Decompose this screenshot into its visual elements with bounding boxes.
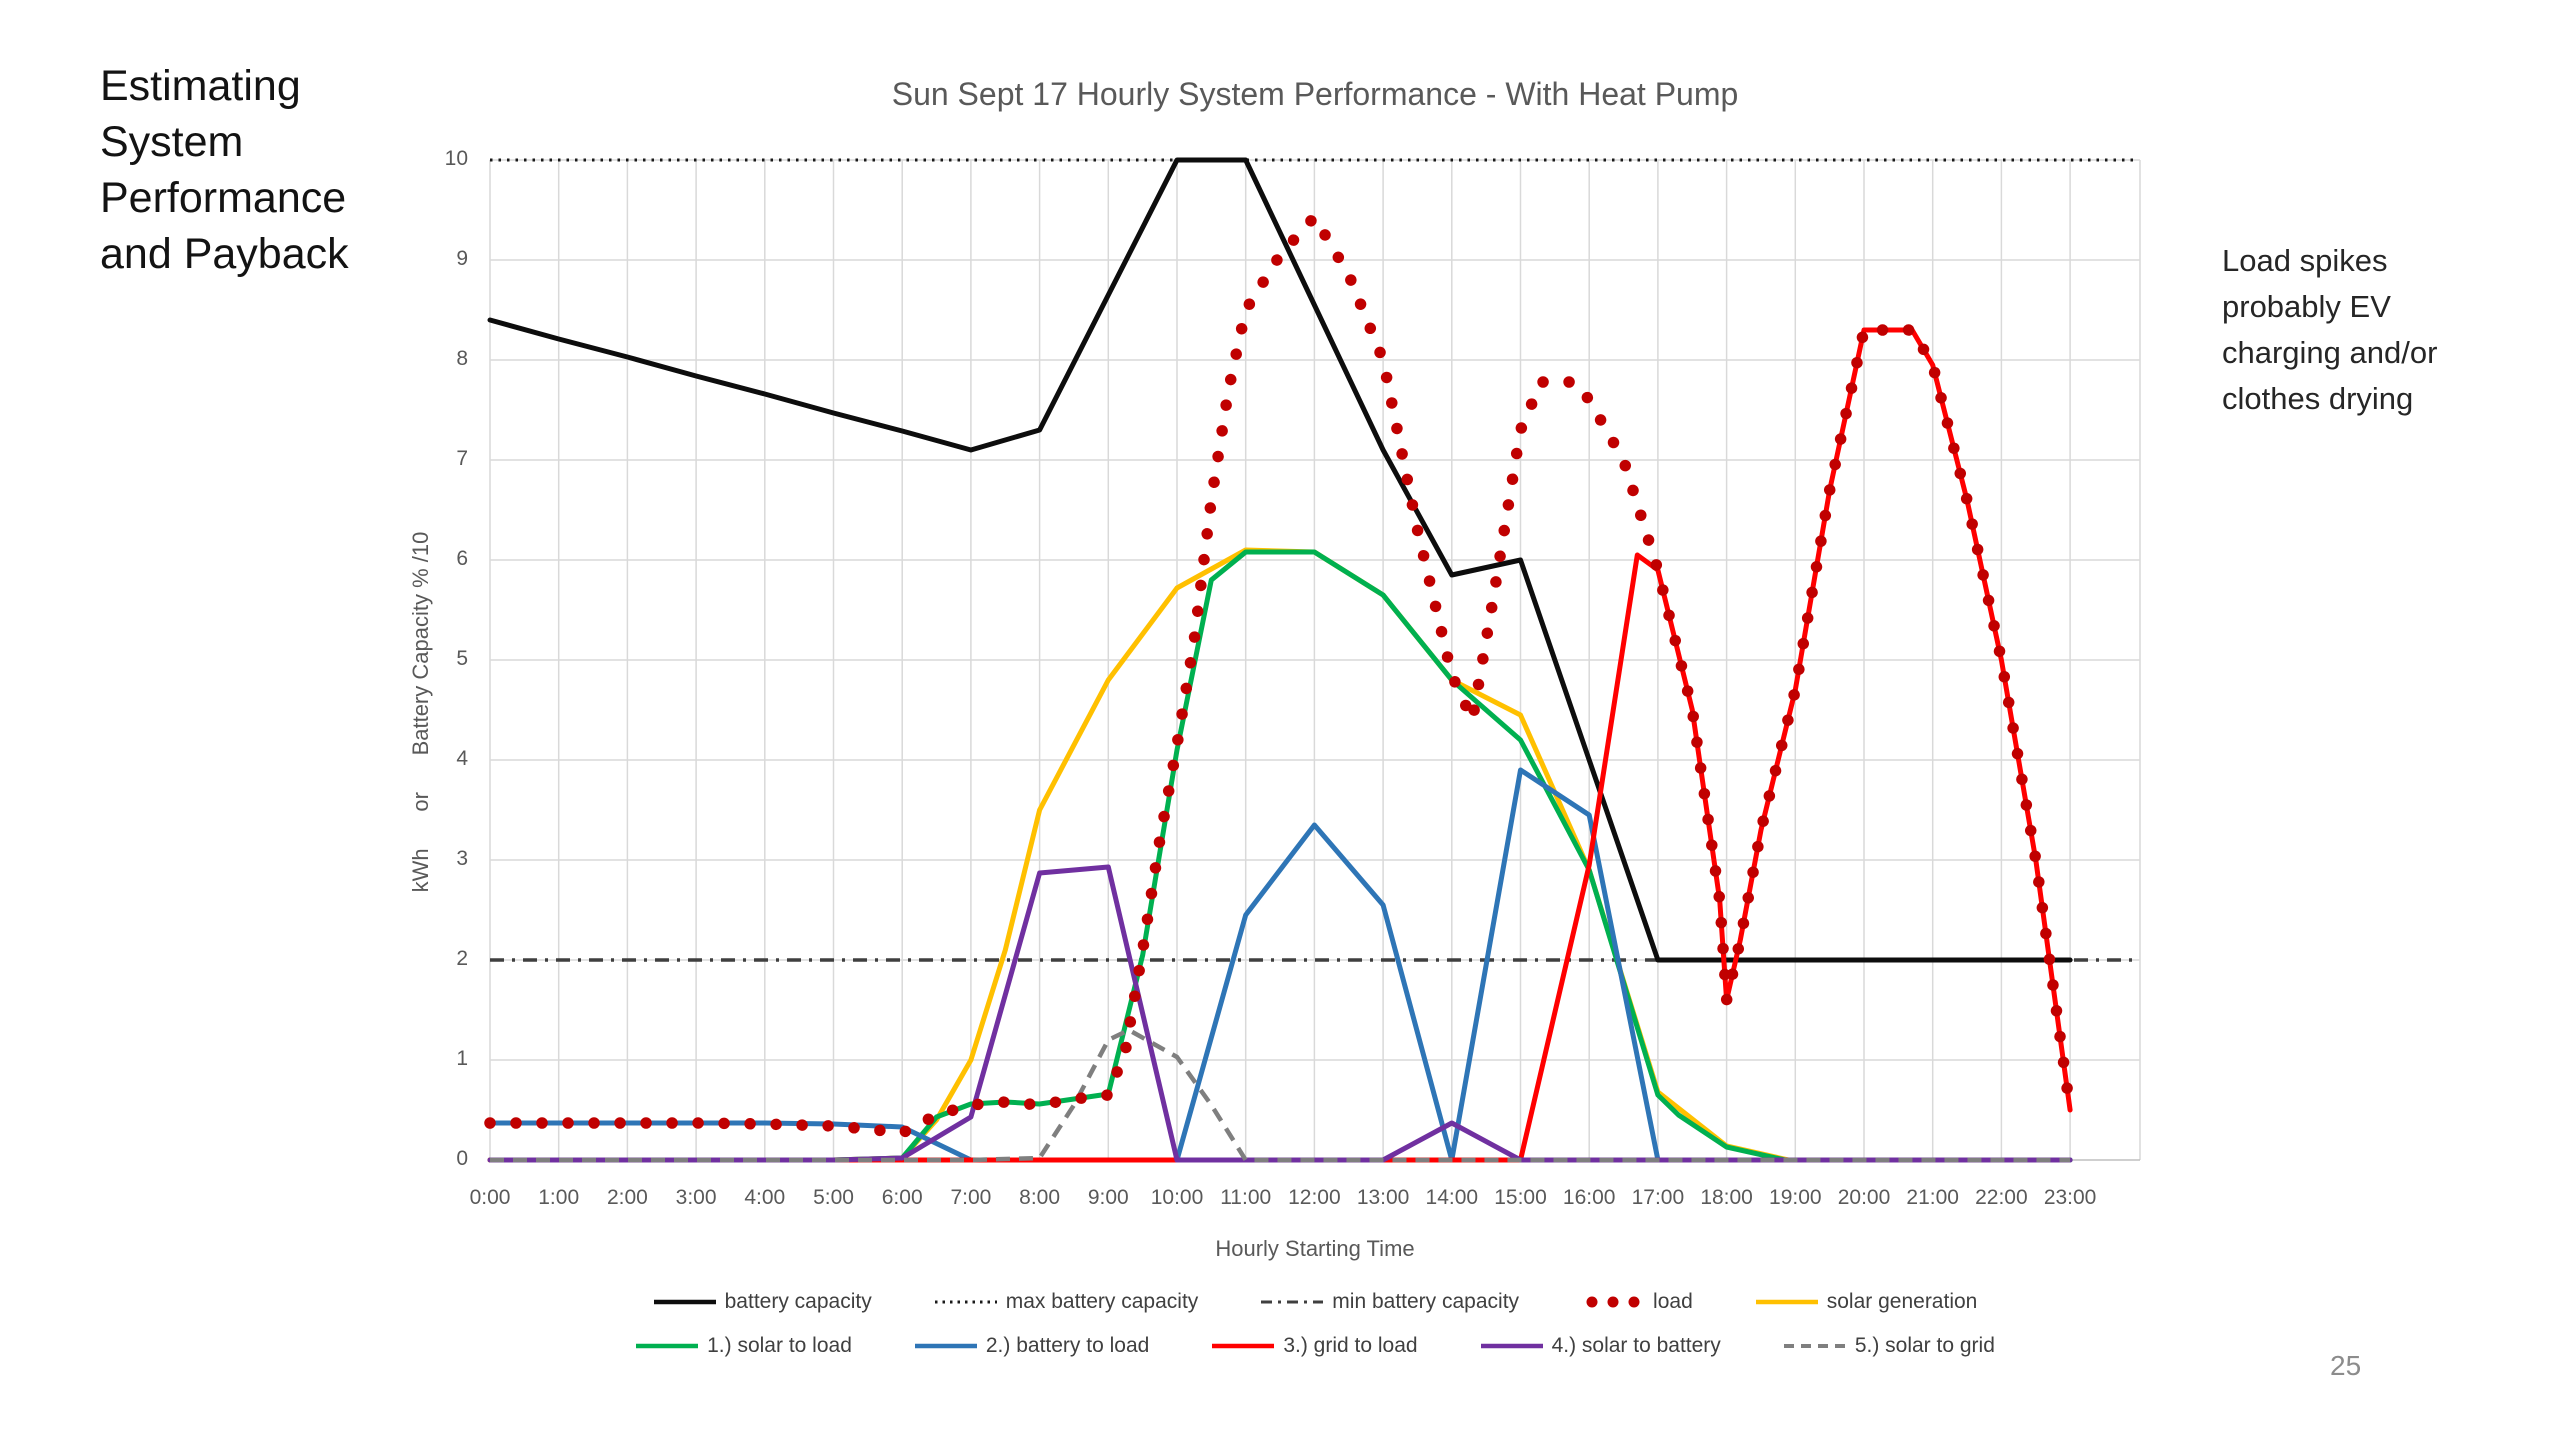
legend-item-solar-generation: solar generation xyxy=(1755,1290,1978,1314)
y-tick-label: 8 xyxy=(456,347,468,370)
y-axis-title: kWh or Battery Capacity % /10 xyxy=(408,531,433,893)
legend-item-min-battery-capacity: min battery capacity xyxy=(1260,1290,1519,1314)
chart-legend-row-1: battery capacity max battery capacity min … xyxy=(330,1290,2300,1314)
x-tick-label: 0:00 xyxy=(469,1186,511,1209)
legend-swatch-load xyxy=(1586,1296,1640,1308)
x-tick-label: 11:00 xyxy=(1220,1186,1272,1209)
x-tick-label: 14:00 xyxy=(1425,1186,1479,1209)
x-tick-label: 18:00 xyxy=(1700,1186,1753,1209)
legend-item-battery-capacity: battery capacity xyxy=(653,1290,872,1314)
legend-item-load: load xyxy=(1581,1290,1693,1314)
legend-item-2-battery-to-load: 2.) battery to load xyxy=(914,1334,1149,1358)
y-tick-label: 3 xyxy=(456,847,468,870)
legend-label: max battery capacity xyxy=(1005,1290,1199,1313)
x-tick-label: 4:00 xyxy=(744,1186,786,1209)
series-3-grid-to-load-line xyxy=(487,327,2073,1163)
legend-item-5-solar-to-grid: 5.) solar to grid xyxy=(1783,1334,1995,1358)
y-tick-label: 9 xyxy=(456,247,468,270)
x-tick-label: 7:00 xyxy=(950,1186,992,1209)
x-tick-label: 5:00 xyxy=(813,1186,854,1209)
legend-item-3-grid-to-load: 3.) grid to load xyxy=(1211,1334,1418,1358)
series-2-battery-to-load-line xyxy=(487,767,2073,1163)
x-tick-label: 13:00 xyxy=(1356,1186,1410,1209)
legend-swatch-max-battery-capacity xyxy=(934,1300,997,1304)
x-tick-label: 6:00 xyxy=(881,1186,923,1209)
series-load-line xyxy=(484,211,2076,1139)
legend-label: battery capacity xyxy=(724,1290,872,1313)
x-tick-label: 9:00 xyxy=(1087,1186,1129,1209)
y-tick-label: 6 xyxy=(456,547,468,570)
legend-item-4-solar-to-battery: 4.) solar to battery xyxy=(1480,1334,1721,1358)
x-tick-label: 22:00 xyxy=(1975,1186,2028,1209)
y-tick-label: 4 xyxy=(456,747,468,770)
legend-label: 3.) grid to load xyxy=(1283,1334,1418,1357)
legend-label: 1.) solar to load xyxy=(707,1334,852,1357)
x-tick-label: 10:00 xyxy=(1150,1186,1204,1209)
y-tick-label: 1 xyxy=(456,1047,468,1070)
chart-legend-row-2: 1.) solar to load 2.) battery to load 3.) … xyxy=(330,1334,2300,1358)
series-4-solar-to-battery-line xyxy=(487,864,2073,1163)
x-tick-label: 23:00 xyxy=(2043,1186,2097,1209)
x-tick-label: 20:00 xyxy=(1837,1186,1891,1209)
x-tick-label: 16:00 xyxy=(1562,1186,1616,1209)
legend-label: load xyxy=(1653,1290,1693,1313)
x-axis-title: Hourly Starting Time xyxy=(1215,1236,1415,1261)
x-tick-label: 21:00 xyxy=(1906,1186,1959,1209)
legend-swatch-solar-generation xyxy=(1755,1299,1818,1305)
y-tick-label: 2 xyxy=(456,947,468,970)
series-1-solar-to-load-line xyxy=(487,549,2073,1163)
x-tick-label: 17:00 xyxy=(1631,1186,1685,1209)
x-tick-label: 1:00 xyxy=(538,1186,580,1209)
legend-swatch-1-solar-to-load xyxy=(636,1343,699,1349)
page-number: 25 xyxy=(2330,1350,2362,1381)
x-tick-label: 19:00 xyxy=(1769,1186,1822,1209)
y-tick-label: 7 xyxy=(456,447,468,470)
legend-swatch-5-solar-to-grid xyxy=(1783,1344,1846,1348)
legend-swatch-3-grid-to-load xyxy=(1212,1343,1275,1349)
series-5-solar-to-grid-line xyxy=(490,1027,2071,1163)
x-tick-label: 15:00 xyxy=(1494,1186,1547,1209)
slide-title: Estimating System Performance and Paybac… xyxy=(100,62,349,278)
chart-title: Sun Sept 17 Hourly System Performance - … xyxy=(891,76,1739,112)
y-tick-label: 5 xyxy=(456,647,468,670)
legend-swatch-battery-capacity xyxy=(653,1299,716,1305)
legend-label: 2.) battery to load xyxy=(985,1334,1150,1357)
annotation-load-spikes: Load spikes probably EV charging and/or … xyxy=(2222,243,2438,416)
y-tick-label: 10 xyxy=(444,147,468,170)
legend-label: solar generation xyxy=(1826,1290,1978,1313)
x-tick-label: 8:00 xyxy=(1019,1186,1061,1209)
legend-label: 4.) solar to battery xyxy=(1551,1334,1721,1357)
legend-swatch-min-battery-capacity xyxy=(1261,1300,1324,1304)
legend-item-max-battery-capacity: max battery capacity xyxy=(934,1290,1199,1314)
legend-item-1-solar-to-load: 1.) solar to load xyxy=(635,1334,852,1358)
legend-label: min battery capacity xyxy=(1332,1290,1520,1313)
series-solar-generation-line xyxy=(487,547,2073,1163)
legend-swatch-4-solar-to-battery xyxy=(1480,1343,1543,1349)
series-battery-capacity-line xyxy=(487,157,2073,963)
legend-label: 5.) solar to grid xyxy=(1854,1334,1995,1357)
x-tick-label: 2:00 xyxy=(606,1186,648,1209)
y-tick-label: 0 xyxy=(456,1147,468,1170)
x-tick-label: 3:00 xyxy=(675,1186,717,1209)
x-tick-label: 12:00 xyxy=(1288,1186,1341,1209)
legend-swatch-2-battery-to-load xyxy=(914,1343,977,1349)
